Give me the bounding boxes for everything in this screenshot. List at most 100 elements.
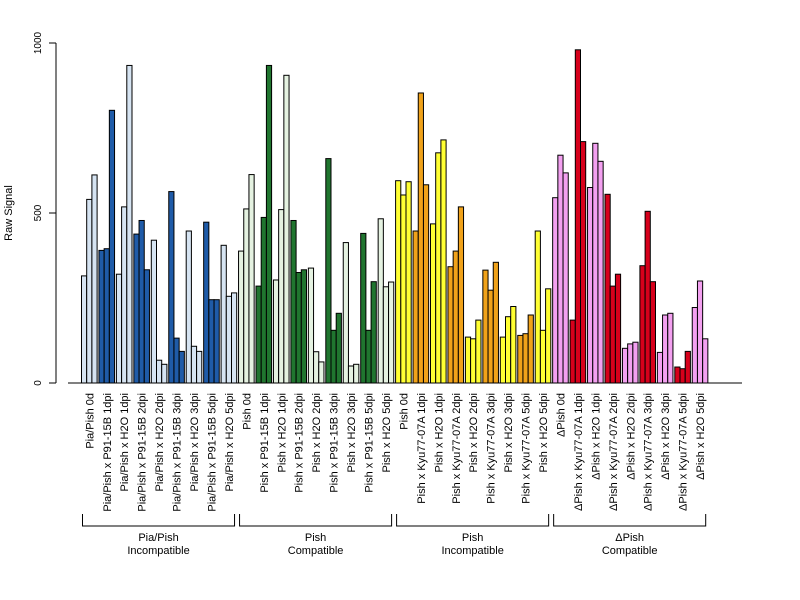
x-tick-label: Pia/Pish x P91-15B 3dpi [172,393,184,512]
bar [422,184,430,384]
group-brackets: Pia/PishIncompatiblePishCompatiblePishIn… [82,514,707,557]
bar [557,154,564,384]
bar [243,208,250,384]
bar [238,250,245,384]
group-label-line1: Pish [305,532,326,544]
x-tick-label: Pish x H2O 2dpi [311,393,323,472]
bar [295,272,302,384]
x-tick-label: Pish x Kyu77-07A 3dpi [486,393,498,504]
bar [464,336,472,384]
bar [213,299,220,384]
x-tick-label: ΔPish x Kyu77-07A 2dpi [608,393,620,511]
bar [203,221,210,384]
bar [335,312,342,384]
bar [133,233,140,384]
x-tick-label: Pia/Pish x H2O 5dpi [224,393,236,491]
x-tick-label: Pish x H2O 3dpi [346,393,358,472]
bar [121,206,128,384]
bar [190,345,198,384]
bar [370,281,377,384]
bar [325,158,332,384]
bar [475,319,482,384]
bar [667,312,674,384]
bar [173,337,180,384]
x-tick-label: Pish x Kyu77-07A 2dpi [451,393,463,504]
x-tick-label: Pish x H2O 3dpi [503,393,515,472]
bar [91,174,98,384]
x-tick-label: Pish 0d [241,393,253,430]
x-tick-label: ΔPish x H2O 3dpi [660,393,672,480]
bar [510,306,517,384]
y-tick-label: 0 [33,380,44,386]
y-axis: 0 500 1000 [33,31,57,386]
bar [161,363,168,384]
bar [98,249,105,384]
x-tick-label: Pia/Pish x P91-15B 1dpi [102,393,114,512]
bar [696,280,704,384]
bar [452,250,459,384]
bar [220,244,227,384]
x-tick-label: Pish 0d [398,393,410,430]
bar [208,299,215,384]
bar [150,239,158,384]
bar [430,223,437,384]
bar [307,267,315,384]
bar [330,329,337,384]
bar [674,366,681,384]
bar [365,329,372,384]
bar [353,363,360,384]
x-tick-label: ΔPish 0d [555,393,567,437]
bar [395,180,402,384]
bar [545,288,552,384]
bar [702,338,709,384]
bar [108,109,116,384]
x-tick-label: Pish x P91-15B 3dpi [329,393,341,493]
bar [457,206,465,384]
bar [649,281,656,384]
x-tick-label: ΔPish x Kyu77-07A 3dpi [643,393,655,511]
bar [318,361,325,384]
bar [574,49,581,384]
bar [347,365,355,384]
x-tick-label: Pish x P91-15B 5dpi [364,393,376,493]
y-tick-label: 1000 [33,31,44,54]
bar [552,197,559,384]
group-bracket [396,514,550,527]
bar [691,307,698,384]
bar [621,347,629,384]
bar [656,351,664,384]
bar [440,139,447,384]
x-tick-label: Pia/Pish x P91-15B 5dpi [206,393,218,512]
group-label-line1: Pish [462,532,483,544]
bar [225,295,233,384]
x-tick-label: Pia/Pish x H2O 2dpi [154,393,166,491]
bar [382,286,390,384]
bar [597,160,604,384]
bar [143,269,150,384]
x-tick-label: Pish x H2O 5dpi [538,393,550,472]
x-tick-label: Pia/Pish 0d [84,393,96,449]
bar [539,329,547,384]
group-label-line2: Compatible [602,545,658,557]
bar [609,285,616,384]
bar [499,336,506,384]
bar [562,172,569,384]
bar [470,338,477,384]
bar [255,285,262,384]
x-tick-label: Pia/Pish x P91-15B 2dpi [137,393,149,512]
x-tick-label: ΔPish x Kyu77-07A 1dpi [573,393,585,511]
bar [360,232,367,384]
bar [412,230,419,384]
group-bracket [553,514,707,527]
bar [447,266,454,384]
bar [632,341,639,384]
bar [342,242,349,384]
bar [580,141,587,384]
x-tick-label: ΔPish x Kyu77-07A 5dpi [678,393,690,511]
x-tick-label: Pish x P91-15B 2dpi [294,393,306,493]
bar [614,273,622,384]
bar [81,275,88,384]
bar [505,316,512,384]
x-tick-label: Pia/Pish x H2O 3dpi [189,393,201,491]
bar [300,269,307,384]
